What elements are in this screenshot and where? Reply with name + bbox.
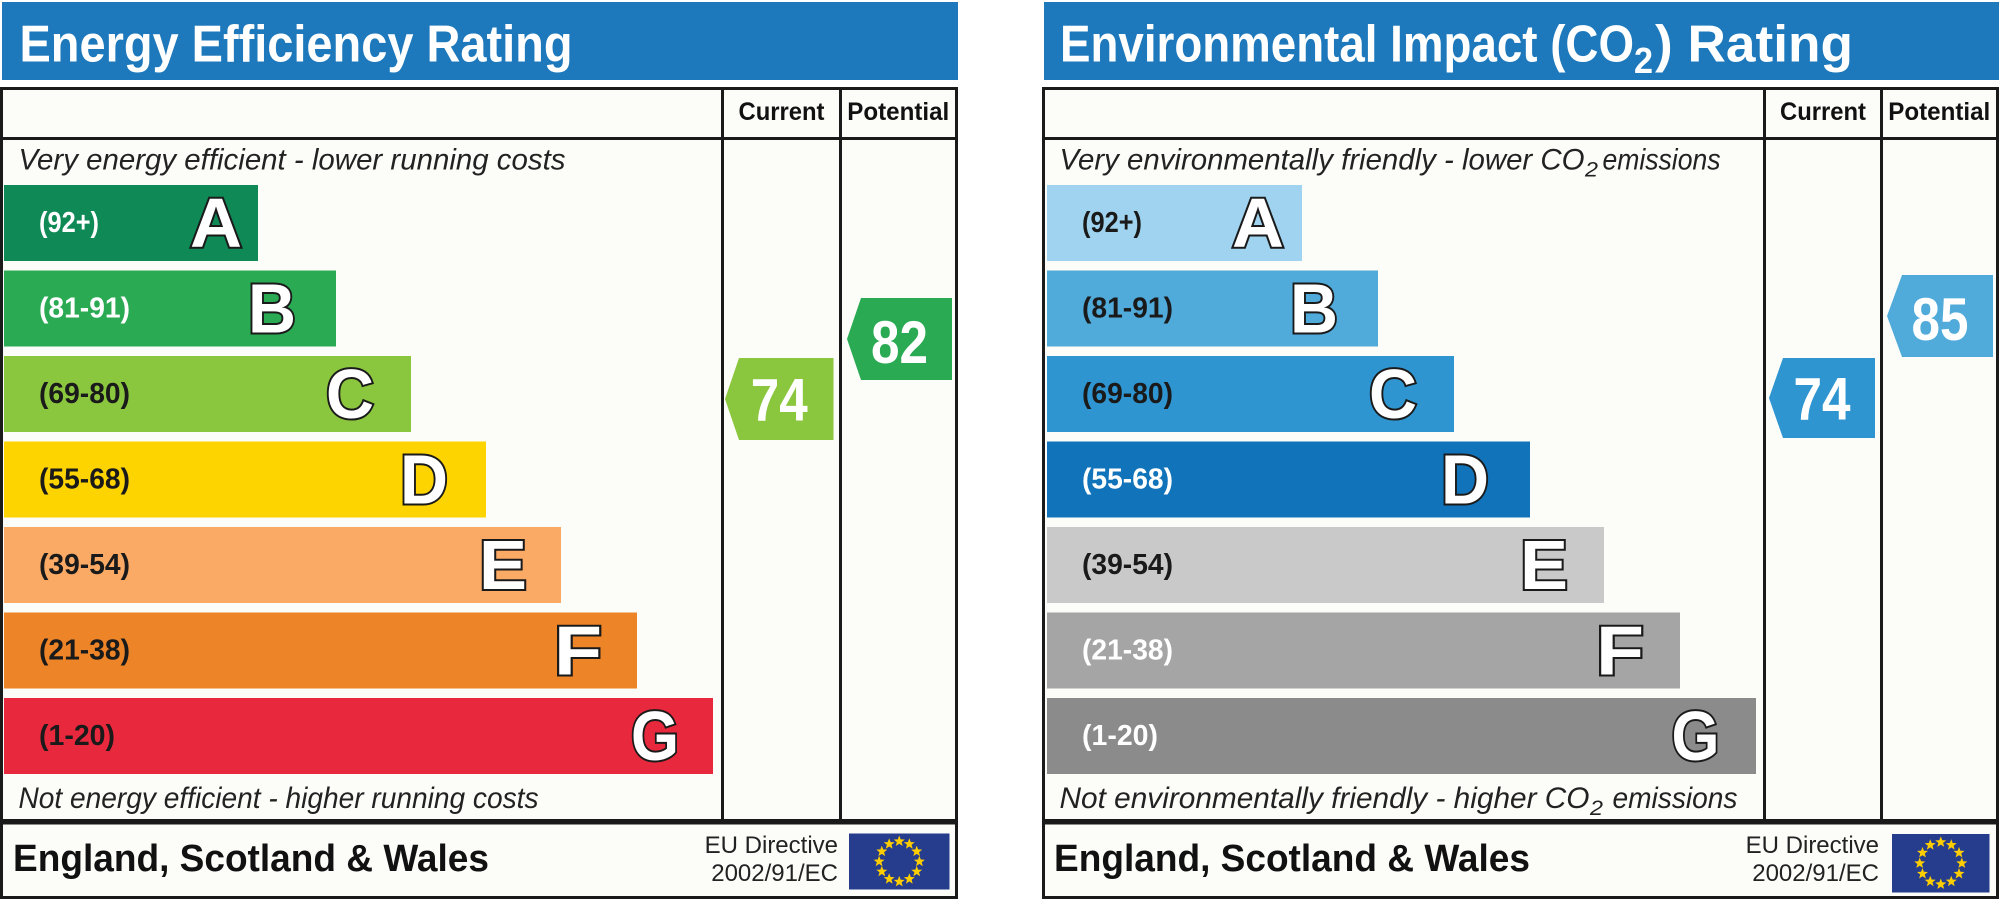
- svg-text:F: F: [1596, 612, 1644, 690]
- svg-text:C: C: [326, 355, 374, 433]
- svg-text:(55-68): (55-68): [39, 464, 130, 496]
- svg-text:England, Scotland & Wales: England, Scotland & Wales: [1054, 838, 1530, 880]
- svg-text:(21-38): (21-38): [1082, 635, 1173, 667]
- svg-text:85: 85: [1912, 286, 1969, 353]
- svg-text:F: F: [554, 612, 602, 690]
- svg-text:A: A: [1232, 184, 1284, 262]
- svg-text:74: 74: [751, 367, 809, 434]
- svg-text:G: G: [1672, 697, 1720, 775]
- svg-text:74: 74: [1794, 366, 1852, 433]
- svg-text:2: 2: [1584, 159, 1598, 182]
- svg-text:(21-38): (21-38): [39, 635, 130, 667]
- svg-text:(92+): (92+): [39, 207, 99, 239]
- svg-text:D: D: [1441, 441, 1489, 519]
- svg-text:) Rating: ) Rating: [1655, 16, 1853, 74]
- svg-text:(39-54): (39-54): [1082, 549, 1173, 581]
- svg-text:Not environmentally friendly -: Not environmentally friendly - higher CO: [1060, 782, 1590, 815]
- svg-text:EU Directive: EU Directive: [705, 832, 838, 859]
- svg-text:Very energy efficient - lower: Very energy efficient - lower running co…: [19, 144, 566, 177]
- svg-text:E: E: [1520, 526, 1568, 604]
- svg-text:(81-91): (81-91): [39, 293, 130, 325]
- svg-text:Energy Efficiency Rating: Energy Efficiency Rating: [20, 16, 573, 74]
- svg-text:C: C: [1369, 355, 1417, 433]
- svg-text:(55-68): (55-68): [1082, 464, 1173, 496]
- svg-text:Environmental Impact (CO: Environmental Impact (CO: [1060, 16, 1634, 74]
- svg-text:emissions: emissions: [1613, 782, 1738, 815]
- svg-text:2002/91/EC: 2002/91/EC: [1752, 860, 1879, 887]
- svg-text:82: 82: [871, 309, 928, 376]
- svg-text:B: B: [1290, 270, 1338, 348]
- svg-text:Current: Current: [1780, 98, 1867, 126]
- svg-text:EU Directive: EU Directive: [1746, 832, 1879, 859]
- svg-text:Not energy efficient - higher: Not energy efficient - higher running co…: [19, 782, 539, 815]
- svg-text:Potential: Potential: [847, 98, 949, 126]
- svg-text:Very environmentally friendly: Very environmentally friendly - lower CO: [1060, 144, 1585, 177]
- svg-text:(1-20): (1-20): [1082, 720, 1158, 752]
- svg-text:2002/91/EC: 2002/91/EC: [711, 860, 838, 887]
- svg-text:England, Scotland & Wales: England, Scotland & Wales: [13, 838, 489, 880]
- svg-text:(81-91): (81-91): [1082, 293, 1173, 325]
- svg-text:(69-80): (69-80): [1082, 378, 1173, 410]
- svg-text:Current: Current: [739, 98, 826, 126]
- svg-text:E: E: [479, 526, 527, 604]
- svg-text:(69-80): (69-80): [39, 378, 130, 410]
- svg-text:(39-54): (39-54): [39, 549, 130, 581]
- svg-text:2: 2: [1589, 797, 1603, 820]
- svg-text:emissions: emissions: [1603, 144, 1721, 177]
- svg-text:A: A: [190, 184, 242, 262]
- svg-text:D: D: [400, 441, 448, 519]
- svg-text:(92+): (92+): [1082, 207, 1142, 239]
- svg-text:2: 2: [1634, 40, 1653, 81]
- svg-text:G: G: [631, 697, 679, 775]
- svg-text:Potential: Potential: [1888, 98, 1990, 126]
- svg-text:(1-20): (1-20): [39, 720, 115, 752]
- svg-text:B: B: [248, 270, 296, 348]
